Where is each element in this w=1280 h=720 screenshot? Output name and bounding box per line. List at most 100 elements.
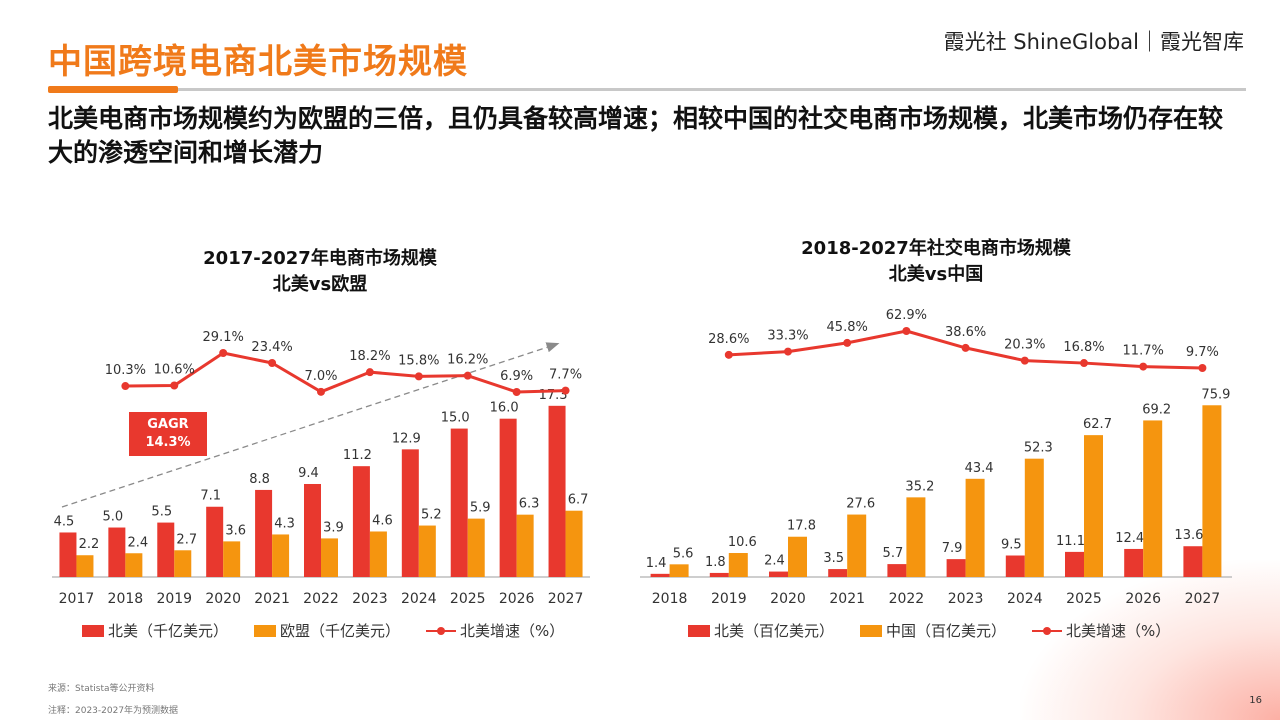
legend-label: 北美增速（%） [1066,622,1171,640]
legend-swatch [1032,625,1063,637]
page-title: 中国跨境电商北美市场规模 [48,42,468,82]
growth-data-label: 20.3% [1004,338,1045,353]
x-tick-label: 2018 [652,591,688,607]
bar-secondary [1024,458,1044,577]
bar-data-label: 43.4 [965,461,994,476]
growth-point [170,381,179,390]
bar-primary [352,466,370,577]
bar-data-label: 75.9 [1201,387,1230,402]
bar-secondary [516,514,534,577]
growth-point [902,327,911,335]
x-tick-label: 2023 [352,591,388,607]
chart2-title: 2018-2027年社交电商市场规模 [801,238,1071,259]
bar-data-label: 69.2 [1142,402,1171,417]
growth-data-label: 29.1% [203,330,244,345]
x-tick-label: 2018 [108,591,144,607]
x-tick-label: 2026 [1125,591,1161,607]
bar-secondary [906,497,926,577]
bar-data-label: 17.8 [787,519,816,534]
bar-data-label: 62.7 [1083,417,1112,432]
growth-data-label: 38.6% [945,325,986,340]
bar-data-label: 9.4 [298,466,319,481]
bar-primary [401,449,419,577]
bar-data-label: 13.6 [1174,528,1203,543]
growth-point [843,338,852,347]
bar-data-label: 5.5 [151,505,172,520]
bar-primary [59,532,77,577]
cagr-value: 14.3% [145,435,191,450]
x-tick-label: 2020 [205,591,241,607]
bar-data-label: 1.8 [705,555,726,570]
bar-data-label: 3.5 [823,551,844,566]
bar-data-label: 12.9 [392,431,421,446]
x-tick-label: 2019 [156,591,192,607]
bar-primary [304,483,321,577]
bar-data-label: 2.4 [128,535,149,550]
legend-swatch [82,624,104,637]
growth-point [219,349,228,357]
growth-data-label: 15.8% [398,353,439,368]
bar-data-label: 7.9 [942,541,963,556]
bar-data-label: 5.2 [421,508,442,523]
bar-secondary [369,531,387,577]
bar-data-label: 4.3 [274,516,295,531]
growth-data-label: 10.3% [105,363,146,378]
chart1-ecommerce-market: 2017 4.5 2.2 2018 5.0 2.4 2019 5.5 2.7 2020 7.1 3.6… [52,330,590,607]
growth-point [1080,359,1088,368]
bar-secondary [669,564,689,577]
bar-primary [499,418,517,577]
growth-point [961,343,970,352]
x-tick-label: 2021 [829,591,865,607]
legend-label: 北美（千亿美元） [108,622,229,640]
cagr-label: GAGR [147,417,189,432]
growth-point [512,388,521,396]
legend-swatch [688,624,710,637]
chart2-title-block: 2018-2027年社交电商市场规模 北美vs中国 [786,236,1086,288]
bar-data-label: 5.7 [883,546,904,561]
bar-data-label: 15.0 [441,411,470,426]
legend-item-growth: 北美增速（%） [1032,620,1170,641]
bar-secondary [418,525,436,577]
trend-arrow [61,342,560,508]
chart2-legend: 北美（百亿美元） 中国（百亿美元） 北美增速（%） [688,620,1196,641]
bar-data-label: 2.4 [764,554,785,569]
x-tick-label: 2024 [1007,591,1043,607]
bar-secondary [728,553,748,577]
bar-data-label: 10.6 [728,535,757,550]
bar-primary [650,573,670,577]
bar-primary [157,522,175,577]
bar-data-label: 3.9 [323,520,344,535]
title-divider [48,88,1246,91]
growth-point [317,387,325,396]
bar-secondary [76,555,94,577]
bar-secondary [847,514,867,577]
bar-data-label: 16.0 [490,401,519,416]
growth-data-label: 6.9% [500,369,533,384]
bar-primary [206,506,224,577]
cagr-annotation: GAGR 14.3% [129,412,207,456]
bar-primary [108,527,126,577]
bar-primary [887,564,907,577]
bar-secondary [1143,420,1163,577]
growth-data-label: 7.0% [304,369,337,384]
bar-primary [255,489,273,577]
bar-secondary [321,538,338,577]
bar-data-label: 35.2 [905,479,934,494]
x-tick-label: 2022 [303,591,339,607]
growth-point [561,386,570,395]
growth-data-label: 33.3% [767,329,808,344]
x-tick-label: 2024 [401,591,437,607]
bar-primary [1065,551,1084,577]
x-tick-label: 2027 [1185,591,1221,607]
bar-secondary [788,536,807,577]
legend-swatch [860,624,883,637]
x-tick-label: 2021 [254,591,290,607]
legend-item-north-america: 北美（百亿美元） [688,620,834,641]
growth-point [121,382,130,391]
x-tick-label: 2025 [1066,591,1102,607]
growth-point [463,371,472,380]
bar-data-label: 6.7 [568,493,589,508]
growth-point [414,372,423,381]
bar-data-label: 5.9 [470,501,491,516]
x-tick-label: 2023 [948,591,984,607]
